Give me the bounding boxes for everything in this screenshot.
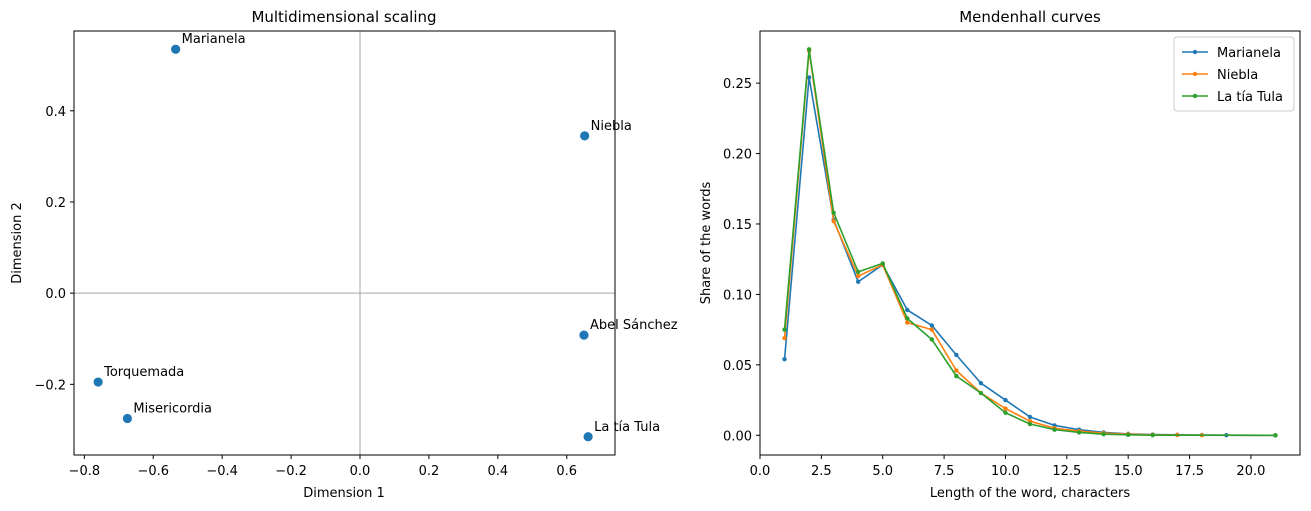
series-point: [905, 316, 910, 321]
legend-label: Marianela: [1217, 46, 1281, 61]
mds-point: [579, 330, 589, 340]
legend-marker: [1192, 71, 1198, 77]
series-point: [855, 269, 861, 275]
mds-x-tick-label: 0.0: [350, 464, 371, 479]
mendenhall-x-tick-label: 7.5: [934, 464, 955, 479]
series-point: [806, 75, 812, 80]
mendenhall-x-tick-label: 5.0: [872, 464, 893, 479]
series-point: [831, 210, 836, 215]
series-point: [954, 373, 959, 379]
mds-x-tick-label: 0.6: [556, 464, 577, 479]
legend-label: Niebla: [1217, 68, 1258, 83]
series-point: [855, 273, 861, 279]
series-point: [1150, 432, 1155, 438]
mds-marks: −0.8 −0.6 −0.4 −0.2 0.0 0.2 0.4 0.6 −0.2 0.0 0.2 0.…: [34, 31, 678, 479]
series-point: [1052, 427, 1057, 432]
mendenhall-y-tick-label: 0.00: [723, 429, 752, 444]
series-point: [1101, 431, 1106, 437]
mds-point: [93, 377, 103, 387]
mds-x-tick-label: −0.8: [69, 464, 101, 479]
mendenhall-y-axis-title: Share of the words: [699, 182, 714, 305]
mendenhall-y-tick-label: 0.15: [723, 218, 752, 233]
mds-x-tick-label: −0.2: [275, 464, 307, 479]
mendenhall-x-tick-label: 20.0: [1236, 464, 1265, 479]
mds-title: Multidimensional scaling: [251, 8, 436, 26]
mendenhall-panel: Mendenhall curves 0.0 2.5 5.0 7.5 10.0 12.5 15…: [699, 8, 1301, 501]
series-point: [782, 327, 787, 332]
mds-x-tick-label: 0.4: [487, 464, 508, 479]
mds-point: [171, 44, 181, 54]
mds-point: [580, 131, 590, 141]
legend-marker: [1192, 93, 1198, 99]
mds-point-label: Marianela: [182, 32, 246, 47]
mds-y-axis-title: Dimension 2: [10, 202, 25, 284]
legend-marker: [1192, 49, 1198, 55]
series-point: [929, 327, 935, 332]
mendenhall-legend: Marianela Niebla La tía Tula: [1173, 36, 1295, 112]
series-point: [831, 218, 836, 224]
mendenhall-x-tick-label: 17.5: [1175, 464, 1204, 479]
series-point: [1027, 421, 1033, 427]
mds-point-label: Abel Sánchez: [590, 318, 678, 333]
legend-box: [1173, 36, 1295, 112]
mendenhall-x-tick-label: 12.5: [1052, 464, 1081, 479]
mds-x-tick-label: −0.6: [137, 464, 169, 479]
mds-point-label: La tía Tula: [594, 420, 660, 435]
series-point: [905, 307, 910, 313]
series-point: [954, 352, 959, 358]
mds-y-tick-label: 0.0: [45, 287, 66, 302]
series-point: [1003, 406, 1008, 411]
mendenhall-y-tick-label: 0.05: [723, 359, 752, 374]
series-point: [1003, 410, 1008, 415]
series-point: [929, 337, 935, 342]
mds-point-label: Torquemada: [103, 365, 184, 380]
series-point: [905, 320, 910, 325]
series-3: [782, 47, 1278, 438]
series-point: [1003, 397, 1008, 403]
series-point: [1027, 414, 1033, 420]
mds-point: [583, 432, 593, 442]
mendenhall-x-tick-label: 2.5: [811, 464, 832, 479]
series-point: [855, 279, 861, 284]
series-point: [880, 261, 885, 266]
series-point: [929, 323, 935, 328]
mendenhall-x-tick-label: 15.0: [1114, 464, 1143, 479]
series-point: [1076, 430, 1082, 435]
mds-y-tick-label: 0.4: [45, 105, 66, 120]
series-point: [782, 357, 787, 362]
mds-point-label: Niebla: [591, 119, 632, 134]
mendenhall-frame: [759, 30, 1301, 456]
mds-point: [122, 413, 133, 424]
mds-x-tick-label: −0.4: [206, 464, 238, 479]
mds-y-tick-label: −0.2: [34, 378, 66, 393]
mendenhall-title: Mendenhall curves: [959, 8, 1101, 26]
series-point: [806, 47, 812, 52]
mds-frame: [73, 30, 616, 456]
mds-panel: Multidimensional scaling −0.8 −0.6 −0.4 −0.…: [10, 8, 678, 501]
mendenhall-x-tick-label: 10.0: [991, 464, 1020, 479]
mds-y-tick-label: 0.2: [45, 196, 66, 211]
mendenhall-x-tick-label: 0.0: [750, 464, 771, 479]
series-point: [1273, 433, 1278, 438]
mds-point-label: Misericordia: [133, 402, 212, 417]
series-point: [1125, 432, 1131, 438]
legend-label: La tía Tula: [1217, 90, 1283, 105]
series-point: [782, 335, 787, 341]
mds-x-tick-label: 0.2: [419, 464, 440, 479]
series-point: [978, 380, 984, 386]
mendenhall-x-axis-title: Length of the word, characters: [930, 486, 1131, 501]
mendenhall-y-tick-label: 0.20: [723, 148, 752, 163]
mds-x-axis-title: Dimension 1: [303, 486, 385, 501]
mds-plot-area: [74, 31, 615, 455]
mendenhall-y-tick-label: 0.25: [723, 77, 752, 92]
series-point: [978, 390, 984, 396]
mendenhall-y-tick-label: 0.10: [723, 288, 752, 303]
mendenhall-marks: 0.0 2.5 5.0 7.5 10.0 12.5 15.0 17.5 20.0 0.00 0.05…: [723, 47, 1278, 479]
series-point: [954, 368, 959, 373]
